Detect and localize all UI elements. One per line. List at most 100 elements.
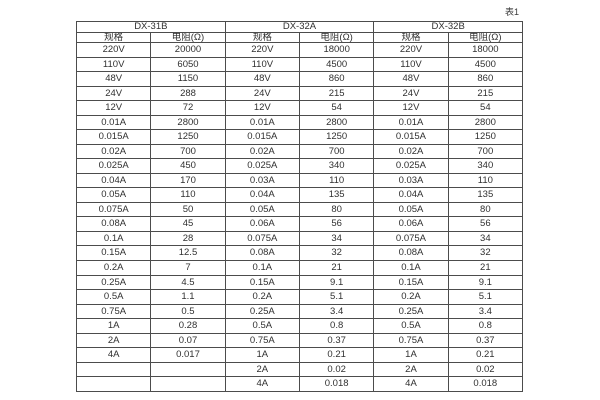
spec-cell: 0.25A bbox=[373, 303, 449, 320]
spec-cell: 12V bbox=[224, 100, 300, 116]
resistance-cell: 0.02 bbox=[447, 361, 524, 378]
resistance-cell: 9.1 bbox=[447, 274, 524, 291]
spec-cell: 0.25A bbox=[75, 274, 152, 291]
table-row: 2A 0.02 2A 0.02 bbox=[75, 361, 524, 378]
resistance-cell: 21 bbox=[298, 259, 375, 276]
resistance-cell: 0.5 bbox=[150, 303, 226, 320]
resistance-cell: 18000 bbox=[447, 42, 524, 58]
resistance-cell: 2800 bbox=[150, 114, 226, 131]
spec-cell: 0.04A bbox=[224, 187, 300, 203]
resistance-cell: 700 bbox=[447, 143, 524, 160]
resistance-cell: 1250 bbox=[447, 129, 524, 145]
resistance-cell: 1250 bbox=[150, 129, 226, 145]
resistance-cell: 110 bbox=[150, 187, 226, 203]
spec-cell: 0.03A bbox=[373, 172, 449, 189]
spec-cell: 0.15A bbox=[75, 245, 152, 261]
resistance-cell: 2800 bbox=[298, 114, 375, 131]
spec-cell: 0.04A bbox=[373, 187, 449, 203]
spec-cell: 0.025A bbox=[75, 158, 152, 174]
table-row: 0.04A 170 0.03A 110 0.03A 110 bbox=[75, 172, 524, 189]
spec-cell: 0.075A bbox=[224, 230, 300, 247]
spec-cell: 0.1A bbox=[75, 230, 152, 247]
spec-cell: 0.2A bbox=[224, 289, 300, 305]
group-header-cell: DX-32B bbox=[373, 21, 523, 33]
resistance-cell: 54 bbox=[298, 100, 375, 116]
spec-cell: 0.25A bbox=[224, 303, 300, 320]
table-row: 0.01A 2800 0.01A 2800 0.01A 2800 bbox=[75, 114, 524, 131]
spec-cell: 48V bbox=[224, 71, 300, 87]
table-row: 0.05A 110 0.04A 135 0.04A 135 bbox=[75, 187, 524, 203]
table-row: 220V 20000 220V 18000 220V 18000 bbox=[75, 42, 524, 58]
resistance-cell: 28 bbox=[150, 230, 226, 247]
resistance-cell bbox=[150, 361, 226, 378]
resistance-cell: 3.4 bbox=[298, 303, 375, 320]
table-row: 4A 0.018 4A 0.018 bbox=[75, 376, 524, 392]
spec-cell: 0.2A bbox=[373, 289, 449, 305]
spec-cell: 0.15A bbox=[373, 274, 449, 291]
table-row: 0.075A 50 0.05A 80 0.05A 80 bbox=[75, 201, 524, 218]
spec-cell: 0.075A bbox=[373, 230, 449, 247]
spec-cell bbox=[75, 361, 152, 378]
table-row: 12V 72 12V 54 12V 54 bbox=[75, 100, 524, 116]
spec-cell: 48V bbox=[373, 71, 449, 87]
resistance-cell: 34 bbox=[298, 230, 375, 247]
column-header-resistance: 电阻(Ω) bbox=[447, 31, 524, 43]
spec-cell: 0.08A bbox=[224, 245, 300, 261]
resistance-cell: 170 bbox=[150, 172, 226, 189]
spec-cell: 4A bbox=[224, 376, 300, 392]
table-row: 0.25A 4.5 0.15A 9.1 0.15A 9.1 bbox=[75, 274, 524, 291]
spec-cell: 0.5A bbox=[373, 318, 449, 334]
resistance-cell: 0.018 bbox=[298, 376, 375, 392]
spec-cell: 220V bbox=[224, 42, 300, 58]
column-header-spec: 规格 bbox=[224, 31, 300, 43]
table-row: 0.02A 700 0.02A 700 0.02A 700 bbox=[75, 143, 524, 160]
resistance-cell: 0.8 bbox=[298, 318, 375, 334]
spec-cell: 1A bbox=[373, 347, 449, 363]
resistance-cell: 7 bbox=[150, 259, 226, 276]
spec-cell: 0.01A bbox=[75, 114, 152, 131]
spec-cell: 220V bbox=[75, 42, 152, 58]
table-row: 0.025A 450 0.025A 340 0.025A 340 bbox=[75, 158, 524, 174]
table-row: 48V 1150 48V 860 48V 860 bbox=[75, 71, 524, 87]
resistance-cell: 6050 bbox=[150, 56, 226, 73]
resistance-cell: 54 bbox=[447, 100, 524, 116]
resistance-cell: 45 bbox=[150, 216, 226, 232]
resistance-cell: 20000 bbox=[150, 42, 226, 58]
spec-cell: 0.75A bbox=[224, 332, 300, 349]
table-row: 24V 288 24V 215 24V 215 bbox=[75, 85, 524, 102]
column-header-spec: 规格 bbox=[75, 31, 152, 43]
spec-cell: 0.02A bbox=[373, 143, 449, 160]
spec-cell: 0.01A bbox=[373, 114, 449, 131]
spec-cell: 0.75A bbox=[373, 332, 449, 349]
table-row: 0.015A 1250 0.015A 1250 0.015A 1250 bbox=[75, 129, 524, 145]
resistance-cell: 34 bbox=[447, 230, 524, 247]
spec-cell: 48V bbox=[75, 71, 152, 87]
table-row: 2A 0.07 0.75A 0.37 0.75A 0.37 bbox=[75, 332, 524, 349]
spec-cell: 0.15A bbox=[224, 274, 300, 291]
resistance-cell: 72 bbox=[150, 100, 226, 116]
spec-cell: 0.05A bbox=[224, 201, 300, 218]
table-row: 0.2A 7 0.1A 21 0.1A 21 bbox=[75, 259, 524, 276]
spec-cell: 1A bbox=[75, 318, 152, 334]
resistance-cell: 18000 bbox=[298, 42, 375, 58]
spec-cell bbox=[75, 376, 152, 392]
spec-cell: 0.015A bbox=[75, 129, 152, 145]
spec-cell: 24V bbox=[224, 85, 300, 102]
resistance-cell: 0.018 bbox=[447, 376, 524, 392]
spec-cell: 4A bbox=[75, 347, 152, 363]
spec-cell: 0.1A bbox=[224, 259, 300, 276]
column-header-resistance: 电阻(Ω) bbox=[298, 31, 375, 43]
resistance-cell: 0.02 bbox=[298, 361, 375, 378]
spec-cell: 110V bbox=[373, 56, 449, 73]
resistance-cell: 135 bbox=[447, 187, 524, 203]
spec-cell: 0.75A bbox=[75, 303, 152, 320]
spec-cell: 0.02A bbox=[224, 143, 300, 160]
resistance-cell: 340 bbox=[447, 158, 524, 174]
resistance-cell: 110 bbox=[298, 172, 375, 189]
resistance-cell: 56 bbox=[447, 216, 524, 232]
spec-cell: 24V bbox=[373, 85, 449, 102]
table-body: 220V 20000 220V 18000 220V 18000 110V 6050 110V 4… bbox=[75, 42, 524, 392]
column-header-row: 规格 电阻(Ω) 规格 电阻(Ω) 规格 电阻(Ω) bbox=[75, 31, 524, 43]
group-header-cell: DX-32A bbox=[224, 21, 375, 33]
spec-cell: 0.06A bbox=[224, 216, 300, 232]
